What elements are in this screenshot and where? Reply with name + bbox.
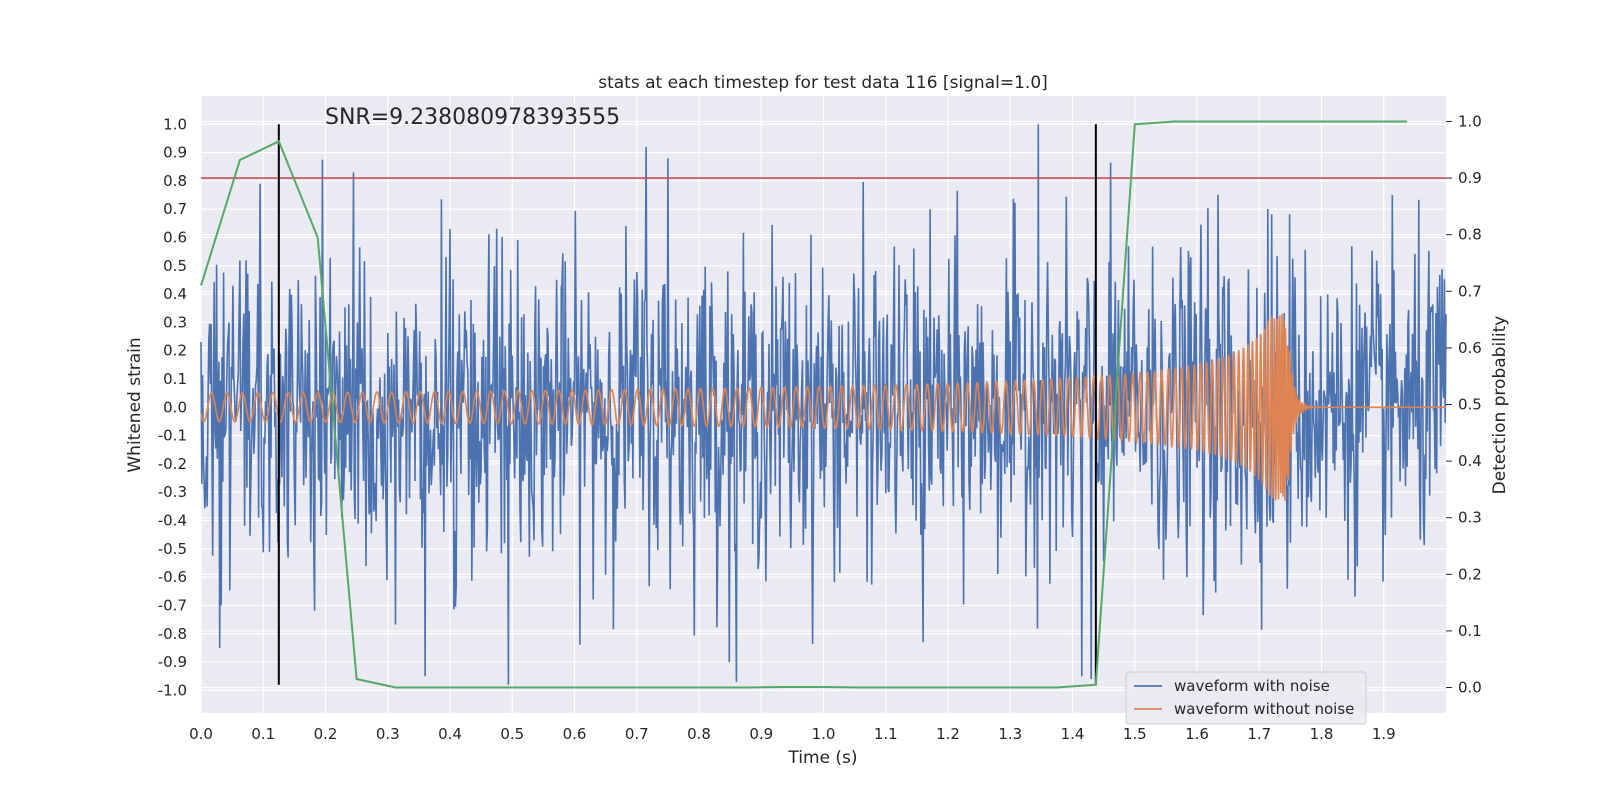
x-tick-label: 1.9 [1372,725,1396,743]
x-tick-label: 0.4 [438,725,462,743]
y-right-tick-label: 0.2 [1458,565,1482,583]
y-right-axis-label: Detection probability [1490,316,1510,495]
y-left-tick-label: 0.3 [163,313,187,331]
y-left-tick-label: 0.8 [163,172,187,190]
x-tick-label: 1.7 [1247,725,1271,743]
x-tick-label: 1.2 [936,725,960,743]
y-left-tick-label: -0.6 [158,568,187,586]
probability-line [200,120,1408,689]
y-left-tick-label: 0.2 [163,342,187,360]
chart-title: stats at each timestep for test data 116… [598,73,1048,93]
x-axis-label: Time (s) [787,748,857,768]
y-left-tick-label: 0.5 [163,257,187,275]
noise-waveform-line [200,124,1447,685]
y-left-tick-label: -0.3 [158,483,187,501]
x-tick-label: 0.5 [500,725,524,743]
x-axis-ticks: 0.0 0.1 0.2 0.3 0.4 0.5 0.6 0.7 0.8 0.9 1.0 1.1 1.2 1… [189,725,1396,743]
y-right-tick-label: 0.0 [1458,679,1482,697]
x-tick-label: 1.1 [874,725,898,743]
y-right-tick-label: 0.3 [1458,509,1482,527]
x-tick-label: 0.9 [749,725,773,743]
vertical-markers [277,124,1097,685]
y-left-tick-label: -1.0 [158,681,187,699]
y-left-tick-label: -0.7 [158,596,187,614]
y-right-tick-label: 0.7 [1458,282,1482,300]
x-tick-label: 1.5 [1123,725,1147,743]
x-tick-label: 1.0 [812,725,836,743]
y-left-tick-label: -0.8 [158,625,187,643]
series-waveform-without-noise [200,313,1446,501]
y-right-tick-label: 0.1 [1458,622,1482,640]
y-left-tick-label: -0.9 [158,653,187,671]
x-tick-label: 0.6 [563,725,587,743]
legend-box [1125,671,1367,725]
y-right-tick-label: 0.8 [1458,226,1482,244]
x-tick-label: 0.8 [687,725,711,743]
x-tick-label: 1.3 [998,725,1022,743]
series-detection-probability [200,120,1408,689]
y-right-tick-label: 0.4 [1458,452,1482,470]
y-right-tick-label: 0.6 [1458,339,1482,357]
x-tick-label: 0.1 [251,725,275,743]
y-left-tick-label: 1.0 [163,115,187,133]
y-left-tick-label: 0.9 [163,144,187,162]
clean-waveform-line [200,313,1446,501]
y-right-tick-label: 1.0 [1458,112,1482,130]
y-left-tick-label: 0.6 [163,229,187,247]
y-right-tick-label: 0.5 [1458,396,1482,414]
y-left-tick-label: -0.5 [158,540,187,558]
x-tick-label: 1.4 [1061,725,1085,743]
legend-label-without-noise: waveform without noise [1174,700,1354,718]
y-left-tick-label: -0.1 [158,427,187,445]
y-left-tick-label: 0.1 [163,370,187,388]
y-right-axis-ticks: 1.0 0.9 0.8 0.7 0.6 0.5 0.4 0.3 0.2 0.1 0.0 [1446,112,1482,697]
x-tick-label: 0.2 [314,725,338,743]
series-waveform-with-noise [200,124,1447,685]
y-left-axis-ticks: 1.0 0.9 0.8 0.7 0.6 0.5 0.4 0.3 0.2 0.1 0.0 -0.1 -0.… [158,115,187,699]
legend: waveform with noise waveform without noi… [1125,671,1367,725]
snr-annotation: SNR=9.238080978393555 [325,105,620,130]
y-left-tick-label: -0.4 [158,512,187,530]
y-left-tick-label: 0.4 [163,285,187,303]
y-left-tick-label: 0.7 [163,200,187,218]
x-tick-label: 0.3 [376,725,400,743]
y-right-tick-label: 0.9 [1458,169,1482,187]
y-left-tick-label: 0.0 [163,398,187,416]
x-tick-label: 0.0 [189,725,213,743]
x-tick-label: 0.7 [625,725,649,743]
y-left-axis-label: Whitened strain [125,337,145,472]
y-left-tick-label: -0.2 [158,455,187,473]
x-tick-label: 1.8 [1310,725,1334,743]
x-tick-label: 1.6 [1185,725,1209,743]
legend-label-with-noise: waveform with noise [1174,677,1330,695]
